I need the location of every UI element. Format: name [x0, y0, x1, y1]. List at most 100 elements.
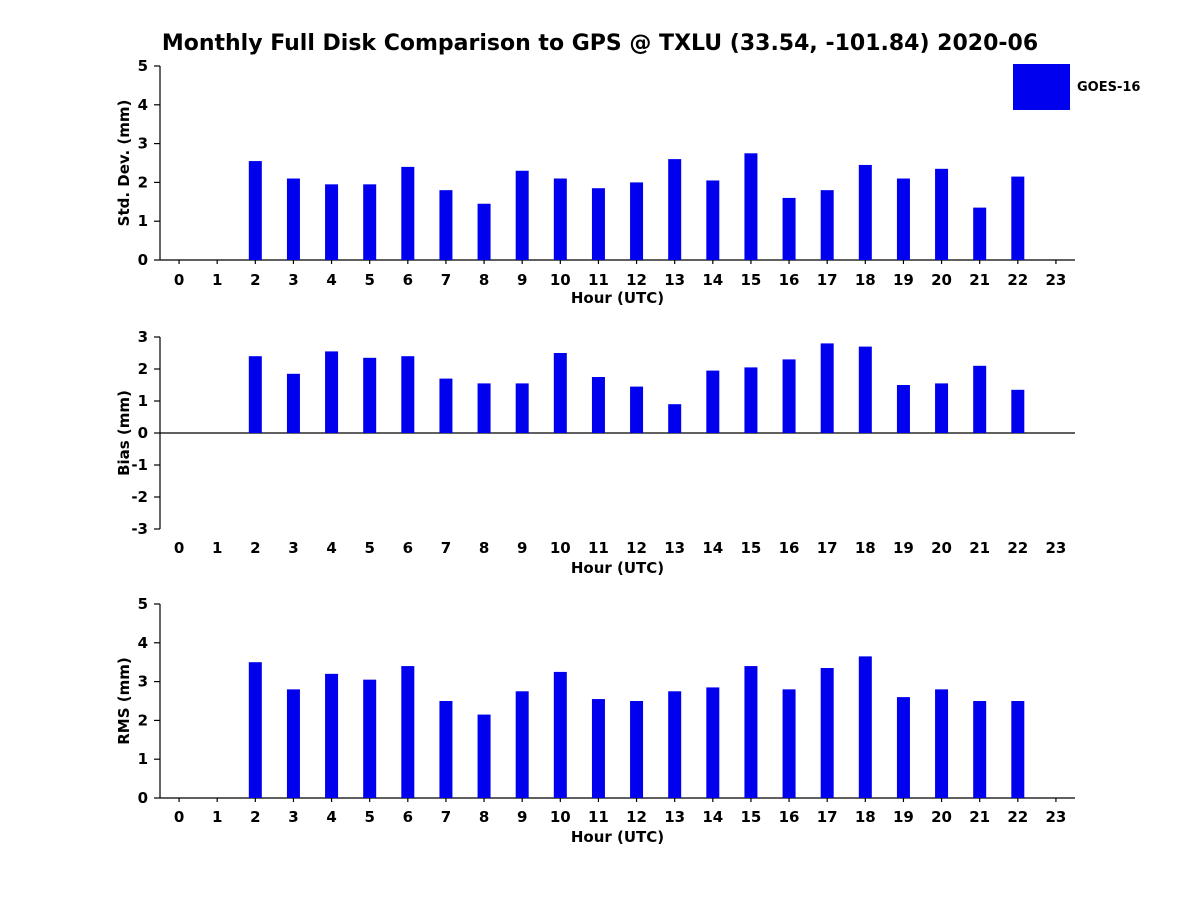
- bar-hour-6: [401, 666, 415, 798]
- x-tick-label: 17: [817, 808, 838, 826]
- y-tick-label: 2: [138, 173, 148, 191]
- bar-hour-10: [553, 353, 567, 433]
- bar-hour-21: [973, 701, 987, 798]
- bar-hour-7: [439, 378, 453, 433]
- bar-hour-20: [935, 383, 949, 433]
- bar-hour-6: [401, 356, 415, 433]
- x-tick-label: 17: [817, 539, 838, 557]
- x-tick-label: 10: [550, 271, 571, 289]
- bar-hour-20: [935, 168, 949, 260]
- x-tick-label: 8: [479, 539, 489, 557]
- bar-hour-18: [858, 346, 872, 433]
- bar-hour-2: [248, 662, 262, 798]
- bar-hour-14: [706, 180, 720, 260]
- x-tick-label: 6: [403, 271, 413, 289]
- bar-hour-17: [820, 668, 834, 798]
- x-tick-label: 15: [741, 539, 762, 557]
- y-tick-label: 3: [138, 673, 148, 691]
- x-tick-label: 21: [969, 271, 990, 289]
- bar-hour-6: [401, 166, 415, 260]
- bar-hour-21: [973, 207, 987, 260]
- x-tick-label: 11: [588, 808, 609, 826]
- y-tick-label: 5: [138, 595, 148, 613]
- bar-hour-12: [630, 182, 644, 260]
- x-tick-label: 8: [479, 271, 489, 289]
- x-tick-label: 3: [288, 808, 298, 826]
- bar-hour-9: [515, 383, 529, 433]
- x-tick-label: 10: [550, 808, 571, 826]
- x-tick-label: 19: [893, 539, 914, 557]
- bar-hour-13: [668, 159, 682, 260]
- x-tick-label: 13: [664, 539, 685, 557]
- y-tick-label: 4: [138, 96, 148, 114]
- bar-hour-5: [363, 679, 377, 798]
- x-tick-label: 1: [212, 808, 222, 826]
- y-axis-label: Bias (mm): [115, 390, 133, 476]
- x-tick-label: 12: [626, 271, 647, 289]
- bar-hour-10: [553, 671, 567, 798]
- x-tick-label: 1: [212, 539, 222, 557]
- bar-hour-3: [286, 373, 300, 433]
- x-tick-label: 14: [702, 539, 723, 557]
- bar-hour-9: [515, 170, 529, 260]
- bar-hour-19: [896, 385, 910, 433]
- y-tick-label: -2: [131, 488, 148, 506]
- y-tick-label: 4: [138, 634, 148, 652]
- y-tick-label: 1: [138, 392, 148, 410]
- x-tick-label: 22: [1007, 808, 1028, 826]
- x-tick-label: 16: [779, 808, 800, 826]
- x-tick-label: 3: [288, 271, 298, 289]
- x-tick-label: 4: [326, 539, 336, 557]
- y-tick-label: 0: [138, 424, 148, 442]
- bar-hour-14: [706, 687, 720, 798]
- legend-swatch: [1013, 64, 1070, 110]
- y-tick-label: 3: [138, 135, 148, 153]
- bar-hour-22: [1011, 176, 1025, 260]
- x-tick-label: 11: [588, 271, 609, 289]
- y-tick-label: -3: [131, 520, 148, 538]
- bar-hour-7: [439, 190, 453, 260]
- bar-hour-16: [782, 689, 796, 798]
- bar-hour-13: [668, 404, 682, 433]
- bar-hour-9: [515, 691, 529, 798]
- x-tick-label: 15: [741, 808, 762, 826]
- y-tick-label: 0: [138, 251, 148, 269]
- x-tick-label: 5: [364, 271, 374, 289]
- x-tick-label: 0: [174, 539, 184, 557]
- x-tick-label: 14: [702, 808, 723, 826]
- y-tick-label: 0: [138, 789, 148, 807]
- bar-hour-2: [248, 356, 262, 433]
- bar-hour-8: [477, 714, 491, 798]
- x-tick-label: 5: [364, 808, 374, 826]
- x-tick-label: 10: [550, 539, 571, 557]
- bar-hour-8: [477, 203, 491, 260]
- bar-hour-4: [325, 351, 339, 433]
- x-tick-label: 4: [326, 808, 336, 826]
- bar-hour-4: [325, 673, 339, 798]
- bar-hour-22: [1011, 389, 1025, 433]
- x-tick-label: 6: [403, 808, 413, 826]
- x-tick-label: 1: [212, 271, 222, 289]
- legend-label: GOES-16: [1077, 80, 1141, 95]
- x-tick-label: 13: [664, 808, 685, 826]
- bar-hour-8: [477, 383, 491, 433]
- x-tick-label: 21: [969, 539, 990, 557]
- bar-hour-2: [248, 161, 262, 260]
- y-tick-label: 1: [138, 750, 148, 768]
- bar-hour-11: [591, 699, 605, 798]
- x-tick-label: 18: [855, 271, 876, 289]
- bar-hour-15: [744, 666, 758, 798]
- x-tick-label: 18: [855, 539, 876, 557]
- x-axis-label: Hour (UTC): [571, 828, 664, 846]
- bar-hour-18: [858, 164, 872, 260]
- x-tick-label: 11: [588, 539, 609, 557]
- y-axis-label: RMS (mm): [115, 657, 133, 744]
- x-tick-label: 22: [1007, 271, 1028, 289]
- bar-hour-18: [858, 656, 872, 798]
- bar-hour-17: [820, 190, 834, 260]
- x-tick-label: 20: [931, 271, 952, 289]
- x-tick-label: 12: [626, 808, 647, 826]
- bar-hour-5: [363, 357, 377, 433]
- x-tick-label: 22: [1007, 539, 1028, 557]
- bar-hour-16: [782, 359, 796, 433]
